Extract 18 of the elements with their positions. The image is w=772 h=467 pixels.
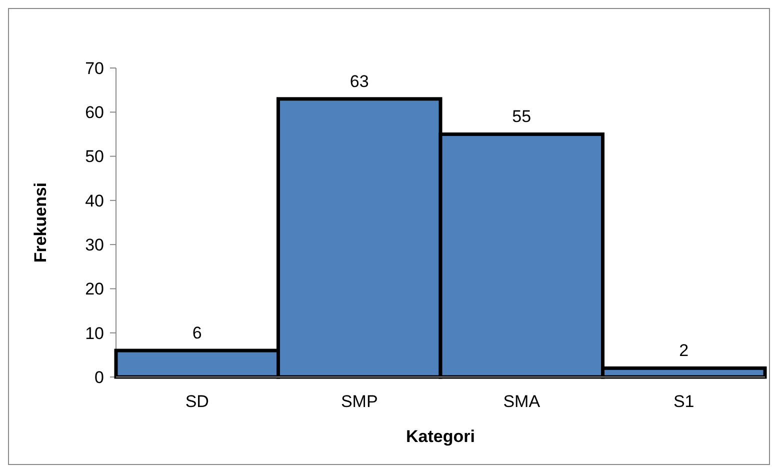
x-tick-label: SD	[185, 392, 209, 411]
data-label: 6	[192, 324, 202, 343]
data-label: 2	[679, 341, 689, 360]
x-tick-label: S1	[673, 392, 694, 411]
y-tick-label: 50	[85, 147, 104, 166]
data-label: 55	[512, 107, 532, 126]
y-axis-title: Frekuensi	[31, 182, 50, 263]
x-tick-label: SMA	[503, 392, 541, 411]
y-tick-label: 30	[85, 236, 104, 255]
y-tick-label: 10	[85, 324, 104, 343]
x-axis-title: Kategori	[406, 427, 475, 446]
x-tick-label: SMP	[340, 392, 378, 411]
y-tick-label: 0	[94, 368, 104, 387]
y-tick-label: 60	[85, 103, 104, 122]
y-tick-label: 20	[85, 280, 104, 299]
y-tick-label: 40	[85, 191, 104, 210]
data-label: 63	[350, 72, 369, 91]
y-tick-label: 70	[85, 58, 104, 78]
